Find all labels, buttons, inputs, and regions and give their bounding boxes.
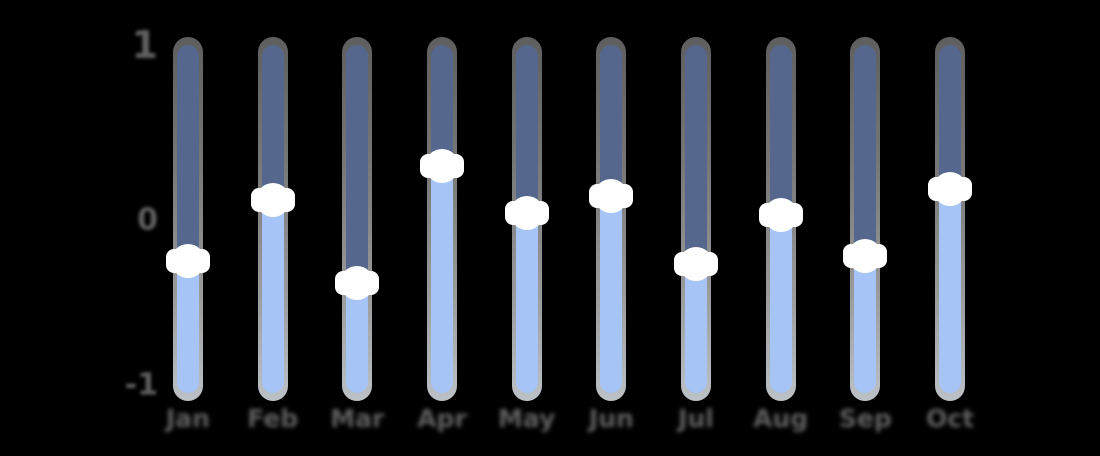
upper-track-fill [431,45,453,166]
y-axis-tick-middle: 0 [137,202,158,238]
lower-track-fill [939,189,962,393]
lower-track-fill [600,196,623,393]
x-axis-label: Jun [588,404,634,433]
lower-track-fill [685,264,708,393]
slider-handle[interactable] [933,172,968,207]
slider-handle[interactable] [425,148,459,183]
slider-handle[interactable] [509,196,544,231]
upper-track-fill [346,45,369,283]
x-axis-label: Apr [417,404,467,433]
upper-track-fill [769,45,792,215]
x-axis-label: Feb [247,404,299,433]
x-axis-label: Aug [753,404,809,433]
upper-track-fill [600,45,623,197]
slider-handle[interactable] [594,179,629,214]
lower-track-fill [261,199,284,393]
x-axis-label: May [498,404,556,433]
slider-handle[interactable] [171,243,205,278]
slider-handle[interactable] [848,238,883,273]
upper-track-fill [261,45,284,200]
x-axis-label: Sep [838,404,892,433]
upper-track-fill [515,45,538,214]
slider-handle[interactable] [679,247,714,282]
slider-handle[interactable] [763,197,798,232]
lower-track-fill [854,255,877,393]
y-axis-tick-top: 1 [131,23,158,67]
lower-track-fill [177,260,199,393]
lower-track-fill [431,165,453,393]
x-axis-label: Jan [166,404,210,433]
upper-track-fill [177,45,199,261]
upper-track-fill [685,45,708,265]
lower-track-fill [346,282,369,393]
lower-track-fill [515,213,538,393]
x-axis-label: Jul [678,404,714,433]
slider-handle[interactable] [255,182,290,217]
upper-track-fill [939,45,962,190]
slider-handle[interactable] [340,265,375,300]
lower-track-fill [769,214,792,393]
y-axis-tick-bottom: -1 [124,367,158,403]
upper-track-fill [854,45,877,256]
x-axis-label: Mar [330,404,385,433]
x-axis-label: Oct [926,404,975,433]
